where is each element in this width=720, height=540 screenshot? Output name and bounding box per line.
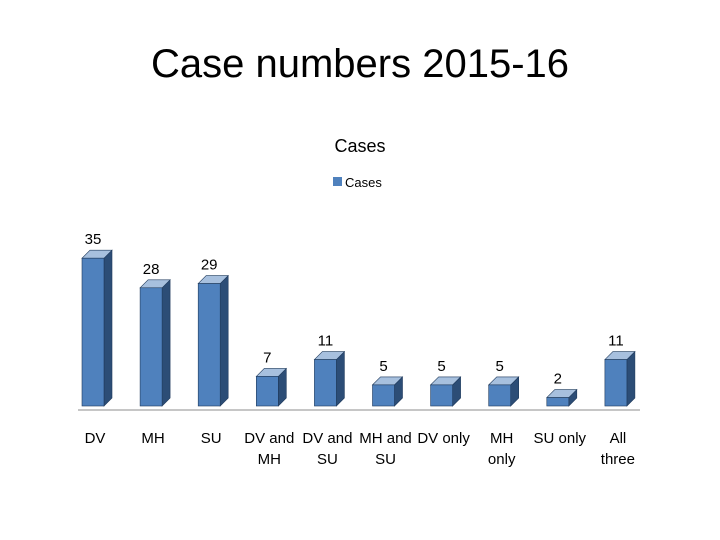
data-label: 35 <box>85 231 102 248</box>
bar-front <box>255 376 279 407</box>
bar <box>546 388 578 407</box>
data-label: 11 <box>608 333 624 350</box>
chart-title: Cases <box>334 136 385 156</box>
bar-front <box>81 257 105 407</box>
bar <box>139 279 171 407</box>
slide-title: Case numbers 2015-16 <box>150 42 570 86</box>
data-label: 2 <box>554 371 562 388</box>
data-label: 29 <box>201 257 218 274</box>
bar-side <box>161 279 171 407</box>
data-label: 5 <box>379 358 387 375</box>
bar <box>604 350 636 407</box>
category-label: DV and SU <box>302 430 352 468</box>
bar-front <box>197 283 221 407</box>
bar <box>81 249 113 407</box>
category-label: DV only <box>417 430 470 447</box>
legend-label: Cases <box>345 175 382 190</box>
legend-swatch <box>333 177 342 186</box>
category-label: DV <box>85 430 106 447</box>
category-label: DV and MH <box>244 430 294 468</box>
bar-front <box>546 397 570 407</box>
data-label: 28 <box>143 261 160 278</box>
legend: Cases <box>333 175 382 190</box>
data-label: 11 <box>318 333 334 350</box>
category-label: MH only <box>488 430 516 468</box>
category-label: MH <box>141 430 164 447</box>
bar <box>255 367 288 407</box>
value-labels-group: 35 28 29 7 11 5 5 5 2 11 <box>85 231 624 387</box>
category-label: MH and SU <box>359 430 412 468</box>
category-label: All three <box>601 430 635 468</box>
category-label: SU <box>201 430 222 447</box>
data-label: 5 <box>437 358 445 375</box>
bar-front <box>430 384 453 407</box>
bar-side <box>103 249 113 407</box>
bar-front <box>139 287 163 407</box>
bar-front <box>604 359 628 407</box>
bar-front <box>488 384 512 407</box>
data-label: 7 <box>263 349 271 366</box>
bar <box>429 376 462 407</box>
bar-side <box>219 274 229 407</box>
bar-front <box>372 384 395 407</box>
bar <box>197 274 229 407</box>
bar <box>371 376 404 407</box>
bar-side <box>626 350 636 407</box>
bar <box>313 350 346 407</box>
bars-group <box>81 249 636 407</box>
bar-front <box>314 359 337 407</box>
bar-side <box>336 350 345 407</box>
category-label: SU only <box>534 430 587 447</box>
data-label: 5 <box>496 358 504 375</box>
bar <box>487 376 520 407</box>
